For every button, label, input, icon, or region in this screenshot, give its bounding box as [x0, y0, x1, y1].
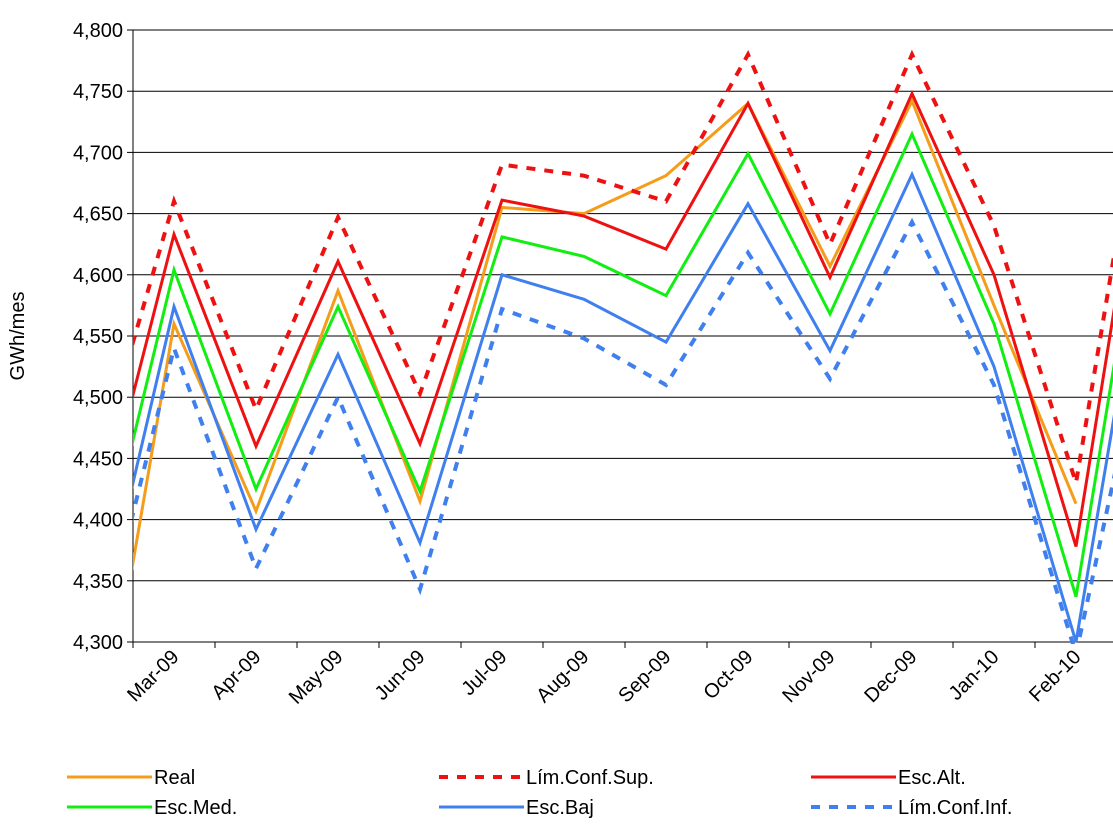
series-line: [133, 49, 1113, 484]
y-tick-label: 4,650: [73, 204, 123, 226]
legend-label: Esc.Med.: [154, 797, 237, 819]
series-line: [133, 170, 1113, 643]
legend-label: Esc.Alt.: [898, 767, 966, 789]
y-tick-label: 4,350: [73, 571, 123, 593]
x-tick-label: Jun-09: [371, 646, 430, 705]
y-tick-label: 4,300: [73, 632, 123, 654]
x-tick-label: Aug-09: [532, 646, 593, 707]
y-tick-label: 4,400: [73, 510, 123, 532]
y-tick-label: 4,700: [73, 142, 123, 164]
x-tick-label: Oct-09: [700, 646, 758, 704]
y-tick-label: 4,600: [73, 265, 123, 287]
series-line: [133, 97, 1078, 572]
x-tick-label: Mar-09: [123, 646, 183, 706]
plot-lines: [133, 49, 1113, 644]
x-tick-label: Dec-09: [860, 646, 921, 707]
legend-label: Lím.Conf.Sup.: [526, 767, 654, 789]
y-tick-label: 4,550: [73, 326, 123, 348]
y-tick-label: 4,500: [73, 387, 123, 409]
y-tick-label: 4,750: [73, 81, 123, 103]
y-axis-label: GWh/mes: [7, 292, 29, 381]
x-tick-label: Jul-09: [457, 646, 511, 700]
legend-label: Real: [154, 767, 195, 789]
series-line: [133, 217, 1113, 644]
x-tick-label: Feb-10: [1025, 646, 1085, 706]
y-tick-label: 4,450: [73, 448, 123, 470]
legend-label: Lím.Conf.Inf.: [898, 797, 1013, 819]
x-tick-label: Apr-09: [208, 646, 266, 704]
x-tick-label: Sep-09: [614, 646, 675, 707]
series-line: [133, 130, 1113, 598]
x-tick-label: Nov-09: [778, 646, 839, 707]
x-tick-label: Jan-10: [945, 646, 1004, 705]
x-tick-label: May-09: [285, 646, 348, 709]
y-tick-label: 4,800: [73, 20, 123, 42]
legend-label: Esc.Baj: [526, 797, 594, 819]
series-line: [133, 89, 1113, 547]
